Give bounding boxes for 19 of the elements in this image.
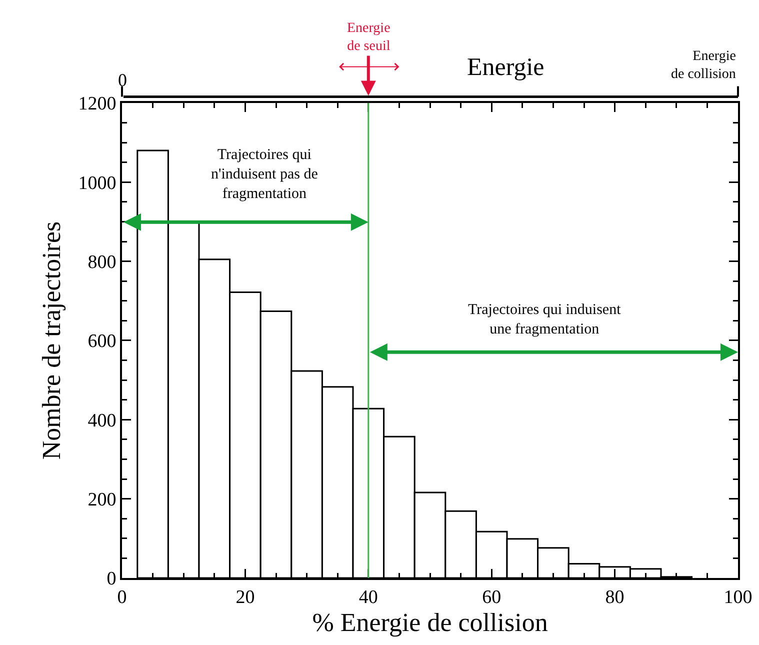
text: Energie xyxy=(467,54,544,81)
y-tick-label: 200 xyxy=(88,489,116,510)
y-tick-label: 600 xyxy=(88,331,116,352)
x-tick-label: 20 xyxy=(236,586,255,608)
y-axis-title: Nombre de trajectoires xyxy=(37,221,66,460)
y-tick-label: 1000 xyxy=(78,172,116,194)
x-tick-label: 60 xyxy=(482,586,502,608)
y-tick-label: 1200 xyxy=(78,94,116,115)
y-tick-label: 400 xyxy=(88,410,116,432)
y-tick-label: 0 xyxy=(106,568,116,590)
x-tick-label: 100 xyxy=(724,586,752,608)
ref-line-label: Energie de seuil xyxy=(347,21,390,54)
x-axis-title: % Energie de collision xyxy=(312,608,548,637)
y-tick-label: 800 xyxy=(88,252,116,273)
x-tick-label: 40 xyxy=(358,586,378,608)
x-tick-label: 80 xyxy=(605,586,624,608)
annotation: Trajectoires qui induisent une fragmentation xyxy=(468,302,622,338)
text: Energie de collision xyxy=(671,49,736,82)
annotation: Trajectoires qui n'induisent pas de fragmentation xyxy=(211,147,318,202)
